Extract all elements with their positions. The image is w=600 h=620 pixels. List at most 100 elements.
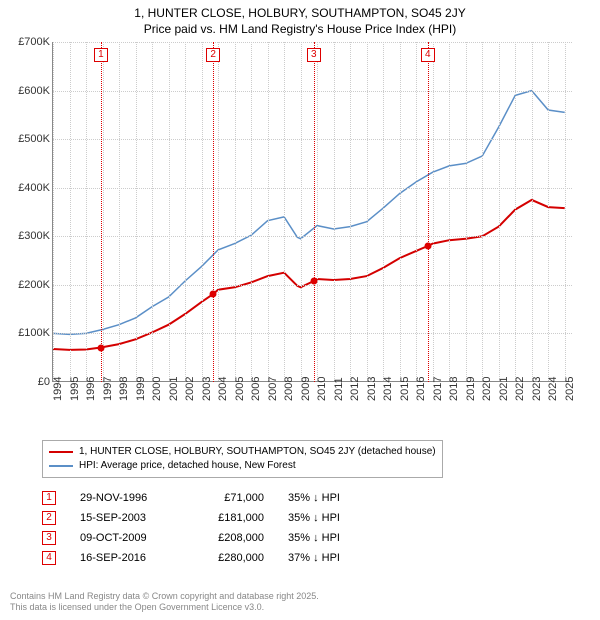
xtick-label: 2019 <box>465 371 477 401</box>
chart-container: 1, HUNTER CLOSE, HOLBURY, SOUTHAMPTON, S… <box>0 0 600 620</box>
xtick-label: 2012 <box>349 371 361 401</box>
xtick-label: 2025 <box>564 371 576 401</box>
gridline-v <box>284 42 285 381</box>
marker-vline <box>314 42 315 382</box>
xtick-label: 2006 <box>250 371 262 401</box>
sales-price: £181,000 <box>194 512 264 524</box>
xtick-label: 2007 <box>267 371 279 401</box>
gridline-v <box>383 42 384 381</box>
legend-label: HPI: Average price, detached house, New … <box>79 459 296 473</box>
titles: 1, HUNTER CLOSE, HOLBURY, SOUTHAMPTON, S… <box>0 0 600 37</box>
xtick-label: 2014 <box>382 371 394 401</box>
gridline-v <box>70 42 71 381</box>
marker-vline <box>213 42 214 382</box>
sales-table: 129-NOV-1996£71,00035% ↓ HPI215-SEP-2003… <box>42 488 368 568</box>
xtick-label: 1994 <box>52 371 64 401</box>
gridline-h <box>53 91 572 92</box>
legend-swatch <box>49 451 73 453</box>
xtick-label: 2000 <box>151 371 163 401</box>
sales-date: 29-NOV-1996 <box>80 492 170 504</box>
series-property <box>53 200 565 350</box>
gridline-h <box>53 236 572 237</box>
gridline-v <box>367 42 368 381</box>
gridline-v <box>317 42 318 381</box>
gridline-v <box>532 42 533 381</box>
xtick-label: 2009 <box>300 371 312 401</box>
xtick-label: 2016 <box>415 371 427 401</box>
sales-hpi: 37% ↓ HPI <box>288 552 368 564</box>
legend-row: 1, HUNTER CLOSE, HOLBURY, SOUTHAMPTON, S… <box>49 445 436 459</box>
sales-date: 09-OCT-2009 <box>80 532 170 544</box>
ytick-label: £600K <box>10 85 50 97</box>
sales-badge: 4 <box>42 551 56 565</box>
chart-area: 1234 £0£100K£200K£300K£400K£500K£600K£70… <box>10 42 580 412</box>
marker-badge: 4 <box>421 48 435 62</box>
gridline-v <box>334 42 335 381</box>
sales-row: 4 16-SEP-2016 £280,000 37% ↓ HPI <box>42 548 368 568</box>
gridline-h <box>53 333 572 334</box>
legend-row: HPI: Average price, detached house, New … <box>49 459 436 473</box>
xtick-label: 1996 <box>85 371 97 401</box>
sales-date: 16-SEP-2016 <box>80 552 170 564</box>
marker-vline <box>428 42 429 382</box>
gridline-v <box>251 42 252 381</box>
ytick-label: £0 <box>10 376 50 388</box>
sales-hpi: 35% ↓ HPI <box>288 512 368 524</box>
footnote: Contains HM Land Registry data © Crown c… <box>10 591 319 614</box>
xtick-label: 2023 <box>531 371 543 401</box>
gridline-v <box>185 42 186 381</box>
title-line1: 1, HUNTER CLOSE, HOLBURY, SOUTHAMPTON, S… <box>0 6 600 22</box>
plot-area: 1234 <box>52 42 572 382</box>
sale-dot <box>310 277 317 284</box>
gridline-h <box>53 139 572 140</box>
xtick-label: 1995 <box>69 371 81 401</box>
ytick-label: £400K <box>10 182 50 194</box>
ytick-label: £100K <box>10 327 50 339</box>
xtick-label: 2011 <box>333 371 345 401</box>
sale-dot <box>424 243 431 250</box>
sale-dot <box>210 291 217 298</box>
sales-badge: 2 <box>42 511 56 525</box>
xtick-label: 2024 <box>547 371 559 401</box>
gridline-v <box>53 42 54 381</box>
xtick-label: 2018 <box>448 371 460 401</box>
xtick-label: 1998 <box>118 371 130 401</box>
gridline-v <box>565 42 566 381</box>
sales-badge: 1 <box>42 491 56 505</box>
gridline-v <box>169 42 170 381</box>
gridline-v <box>136 42 137 381</box>
gridline-v <box>301 42 302 381</box>
gridline-v <box>152 42 153 381</box>
xtick-label: 2003 <box>201 371 213 401</box>
sales-row: 129-NOV-1996£71,00035% ↓ HPI <box>42 488 368 508</box>
footnote-line1: Contains HM Land Registry data © Crown c… <box>10 591 319 603</box>
marker-badge: 1 <box>94 48 108 62</box>
xtick-label: 2022 <box>514 371 526 401</box>
xtick-label: 2021 <box>498 371 510 401</box>
ytick-label: £300K <box>10 230 50 242</box>
gridline-v <box>86 42 87 381</box>
xtick-label: 2008 <box>283 371 295 401</box>
sales-badge: 3 <box>42 531 56 545</box>
sales-hpi: 35% ↓ HPI <box>288 492 368 504</box>
xtick-label: 2015 <box>399 371 411 401</box>
sales-row: 309-OCT-2009£208,00035% ↓ HPI <box>42 528 368 548</box>
sales-price: £208,000 <box>194 532 264 544</box>
xtick-label: 2004 <box>217 371 229 401</box>
xtick-label: 1997 <box>102 371 114 401</box>
marker-vline <box>101 42 102 382</box>
gridline-v <box>548 42 549 381</box>
gridline-v <box>449 42 450 381</box>
marker-badge: 3 <box>307 48 321 62</box>
gridline-v <box>416 42 417 381</box>
sales-price: £280,000 <box>194 552 264 564</box>
gridline-h <box>53 42 572 43</box>
xtick-label: 2010 <box>316 371 328 401</box>
gridline-v <box>482 42 483 381</box>
gridline-h <box>53 285 572 286</box>
gridline-v <box>400 42 401 381</box>
gridline-v <box>499 42 500 381</box>
footnote-line2: This data is licensed under the Open Gov… <box>10 602 319 614</box>
title-line2: Price paid vs. HM Land Registry's House … <box>0 22 600 38</box>
ytick-label: £700K <box>10 36 50 48</box>
